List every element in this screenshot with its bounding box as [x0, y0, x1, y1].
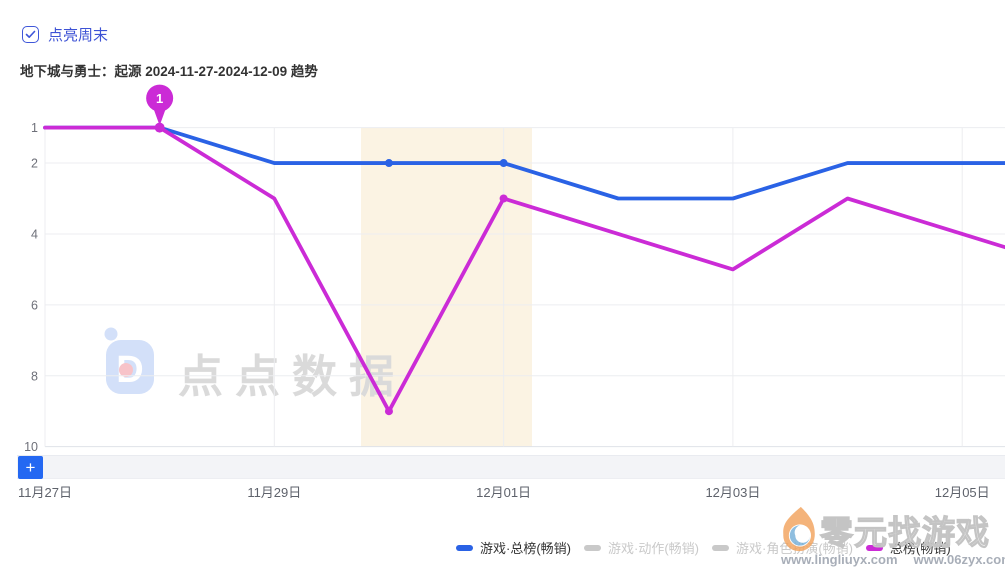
x-axis-label: 11月27日 [18, 485, 72, 500]
data-point-dot[interactable] [499, 159, 508, 168]
highlight-weekend-label[interactable]: 点亮周末 [48, 27, 109, 44]
trend-chart[interactable]: D点点数据 1 1 2 4 6 8 10 11月27日 11月29日 12月01日 12月03日 12月… [0, 0, 1005, 505]
data-point-dot[interactable] [499, 194, 508, 203]
diandian-logo-pink-dot [119, 363, 133, 377]
y-axis-label: 10 [24, 440, 38, 454]
series-line[interactable] [43, 125, 1005, 414]
legend-label: 游戏·动作(畅销) [608, 541, 699, 556]
page-title: 地下城与勇士：起源 2024-11-27-2024-12-09 趋势 [20, 64, 318, 79]
x-axis-label: 12月01日 [476, 485, 531, 500]
x-axis-label: 12月05日 [935, 485, 990, 500]
pin-head [146, 84, 174, 112]
legend-item-3[interactable]: 总榜(畅销) [866, 538, 951, 557]
legend-label: 总榜(畅销) [890, 541, 951, 556]
legend-label: 游戏·角色扮演(畅销) [736, 541, 853, 556]
legend-item-1[interactable]: 游戏·动作(畅销) [584, 538, 699, 557]
check-icon [25, 30, 36, 38]
pin-label: 1 [156, 91, 163, 106]
pin-point-dot [154, 122, 165, 133]
datazoom-track[interactable] [17, 455, 1005, 479]
legend-item-0[interactable]: 游戏·总榜(畅销) [456, 538, 571, 557]
highlight-weekend-control: 点亮周末 [22, 24, 108, 45]
data-point-dot[interactable] [384, 159, 393, 168]
y-axis-label: 1 [31, 121, 38, 135]
pin-tail [153, 107, 167, 126]
site-watermark: 零元找游戏 www.lingliuyx.com www.06zyx.com [778, 504, 1005, 570]
legend-marker [456, 544, 473, 551]
legend-marker [866, 544, 883, 551]
highlight-weekend-checkbox[interactable] [22, 26, 39, 43]
y-axis-label: 6 [31, 298, 38, 312]
add-button[interactable]: + [18, 456, 43, 479]
legend-label: 游戏·总榜(畅销) [480, 541, 571, 556]
legend-marker [712, 544, 729, 551]
legend-item-2[interactable]: 游戏·角色扮演(畅销) [712, 538, 853, 557]
diandian-logo-dot [104, 327, 118, 341]
rank-marker-pin: 1 [146, 84, 174, 133]
x-axis-label: 11月29日 [247, 485, 301, 500]
diandian-watermark: D点点数据 [104, 327, 406, 402]
series-line[interactable] [43, 125, 1005, 201]
chart-legend: 游戏·总榜(畅销) 游戏·动作(畅销) 游戏·角色扮演(畅销) 总榜(畅销) [456, 538, 951, 557]
y-axis-label: 8 [31, 369, 38, 383]
y-axis-label: 2 [31, 157, 38, 171]
y-axis-label: 4 [31, 227, 38, 241]
diandian-watermark-text: 点点数据 [178, 351, 406, 402]
data-point-dot[interactable] [384, 407, 393, 416]
legend-marker [584, 544, 601, 551]
x-axis-label: 12月03日 [705, 485, 760, 500]
